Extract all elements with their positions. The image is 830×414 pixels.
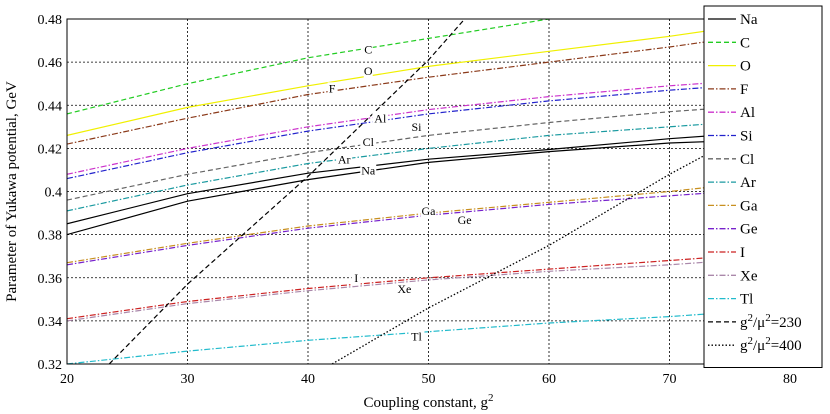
- inline-label-bg: [456, 213, 473, 227]
- legend-box: [703, 5, 823, 368]
- inline-label-f: F: [329, 81, 336, 95]
- x-tick-label: 70: [663, 372, 677, 387]
- x-tick-label: 60: [542, 372, 556, 387]
- x-tick-label: 50: [422, 372, 436, 387]
- series-line-g-230: [108, 19, 466, 364]
- inline-label-bg: [360, 164, 377, 178]
- y-tick-label: 0.48: [38, 13, 63, 28]
- y-tick-label: 0.36: [38, 272, 63, 287]
- inline-label-ge: Ge: [458, 213, 472, 227]
- y-axis-title: Parameter of Yukawa potential, GeV: [4, 81, 20, 302]
- inline-label-ga: Ga: [422, 204, 437, 218]
- inline-label-bg: [336, 153, 353, 167]
- series-line-g-400: [331, 141, 731, 364]
- legend-label: Cl: [740, 152, 754, 168]
- series-line-na: [67, 140, 730, 236]
- legend-label: Ge: [740, 222, 758, 238]
- series-line-ar: [67, 121, 730, 212]
- inline-label-al: Al: [374, 112, 387, 126]
- inline-label-na: Na: [361, 163, 376, 177]
- legend-label: C: [740, 35, 750, 51]
- inline-label-bg: [372, 112, 389, 126]
- inline-label-bg: [360, 136, 377, 150]
- series-line-al: [67, 80, 730, 175]
- x-tick-label: 80: [783, 372, 797, 387]
- series-line-na-upper: [67, 133, 730, 225]
- x-axis-title: Coupling constant, g2: [363, 392, 493, 411]
- inline-label-bg: [396, 282, 413, 296]
- inline-label-bg: [351, 272, 361, 286]
- legend-label: g2/μ2=230: [740, 312, 802, 331]
- legend-label: O: [740, 59, 751, 75]
- legend-label: F: [740, 82, 748, 98]
- inline-label-bg: [363, 65, 373, 79]
- legend-label: Na: [740, 12, 758, 28]
- inline-label-bg: [327, 82, 337, 96]
- inline-label-bg: [363, 43, 373, 57]
- legend-label: Tl: [740, 292, 753, 308]
- legend-label: Si: [740, 129, 753, 145]
- y-tick-label: 0.42: [38, 142, 63, 157]
- series-line-c: [67, 19, 550, 115]
- inline-label-ar: Ar: [338, 152, 351, 166]
- y-tick-label: 0.38: [38, 229, 63, 244]
- x-tick-label: 30: [181, 372, 195, 387]
- inline-label-xe: Xe: [397, 282, 411, 296]
- legend-label: Al: [740, 105, 755, 121]
- inline-label-c: C: [364, 43, 372, 57]
- inline-label-bg: [408, 121, 425, 135]
- inline-label-o: O: [364, 64, 373, 78]
- legend-label: I: [740, 245, 745, 261]
- series-line-f: [67, 37, 730, 145]
- series-line-cl: [67, 106, 730, 201]
- x-tick-label: 40: [301, 372, 315, 387]
- legend-label: g2/μ2=400: [740, 335, 802, 354]
- y-tick-label: 0.44: [38, 99, 63, 114]
- series-layer: [67, 19, 731, 364]
- y-tick-label: 0.46: [38, 56, 63, 71]
- y-tick-label: 0.34: [38, 315, 63, 330]
- legend-label: Xe: [740, 268, 758, 284]
- inline-label-cl: Cl: [363, 135, 375, 149]
- y-tick-label: 0.4: [45, 186, 63, 201]
- inline-label-tl: Tl: [411, 329, 422, 343]
- inline-label-bg: [420, 205, 437, 219]
- series-line-si: [67, 85, 730, 180]
- inline-label-layer: Na CO F Al Si Cl Ar Ga Ge I Xe Tl: [327, 43, 473, 344]
- series-line-o: [67, 27, 730, 136]
- legend-label: Ga: [740, 198, 758, 214]
- inline-label-si: Si: [411, 120, 422, 134]
- legend-label: Ar: [740, 175, 756, 191]
- inline-label-i: I: [354, 271, 358, 285]
- legend: Na COF Al Si Cl Ar Ga Ge I Xe Tl g2/μ2=230 g2/μ2=400: [703, 5, 823, 368]
- inline-label-bg: [408, 330, 425, 344]
- tick-layer: 20 30 40 50 60 70 80 0.32 0.34 0.36 0.38 0.4 0.42 0.4…: [38, 13, 798, 387]
- y-tick-label: 0.32: [38, 358, 63, 373]
- x-tick-label: 20: [60, 372, 74, 387]
